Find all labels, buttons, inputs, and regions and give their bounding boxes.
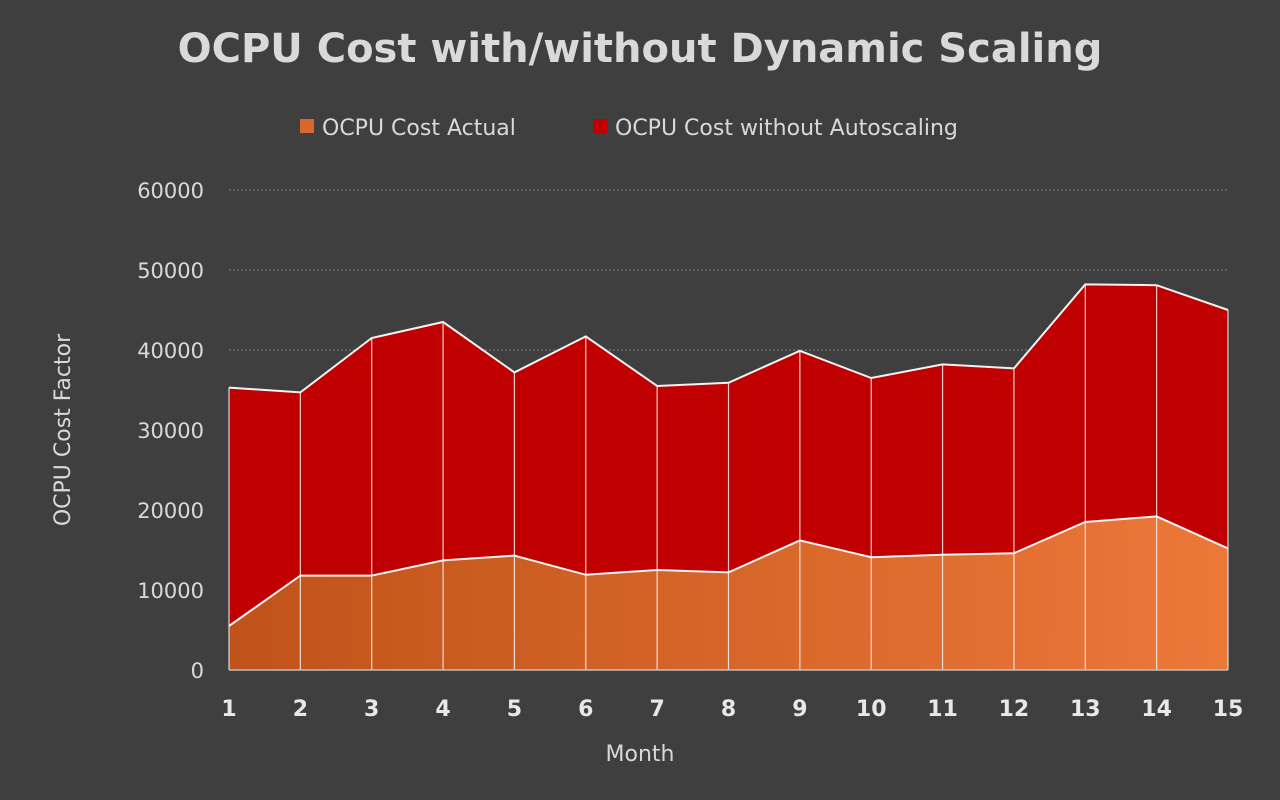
x-tick-label: 6: [578, 697, 593, 722]
x-tick-label: 4: [435, 697, 450, 722]
legend-swatch-without-autoscaling: [593, 119, 607, 133]
x-tick-label: 5: [507, 697, 522, 722]
legend: OCPU Cost Actual OCPU Cost without Autos…: [300, 116, 958, 141]
x-axis: 1 2 3 4 5 6 7 8 9 10 11 12 13 14 15: [221, 697, 1243, 722]
x-tick-label: 2: [293, 697, 308, 722]
line-ocpu-cost-actual: [228, 515, 1229, 627]
y-axis-title: OCPU Cost Factor: [51, 333, 76, 526]
x-tick-label: 10: [856, 697, 887, 722]
chart-title: OCPU Cost with/without Dynamic Scaling: [178, 26, 1103, 72]
x-axis-title: Month: [606, 742, 675, 767]
legend-label-actual: OCPU Cost Actual: [322, 116, 516, 141]
legend-swatch-actual: [300, 119, 314, 133]
month-dividers: [228, 284, 1229, 670]
x-tick-label: 7: [649, 697, 664, 722]
x-tick-label: 13: [1070, 697, 1101, 722]
legend-label-without-autoscaling: OCPU Cost without Autoscaling: [615, 116, 958, 141]
line-ocpu-cost-without-autoscaling: [228, 283, 1229, 394]
y-axis: 0 10000 20000 30000 40000 50000 60000: [137, 179, 204, 683]
y-tick-label: 40000: [137, 339, 204, 363]
x-tick-label: 8: [721, 697, 736, 722]
y-tick-label: 50000: [137, 259, 204, 283]
x-tick-label: 14: [1141, 697, 1172, 722]
y-tick-label: 20000: [137, 499, 204, 523]
y-tick-label: 60000: [137, 179, 204, 203]
y-tick-label: 0: [191, 659, 204, 683]
x-tick-label: 15: [1213, 697, 1244, 722]
series-outlines: [228, 283, 1229, 671]
x-tick-label: 3: [364, 697, 379, 722]
x-tick-label: 9: [792, 697, 807, 722]
y-tick-label: 30000: [137, 419, 204, 443]
x-tick-label: 12: [999, 697, 1030, 722]
y-tick-label: 10000: [137, 579, 204, 603]
x-tick-label: 11: [927, 697, 958, 722]
x-tick-label: 1: [221, 697, 236, 722]
